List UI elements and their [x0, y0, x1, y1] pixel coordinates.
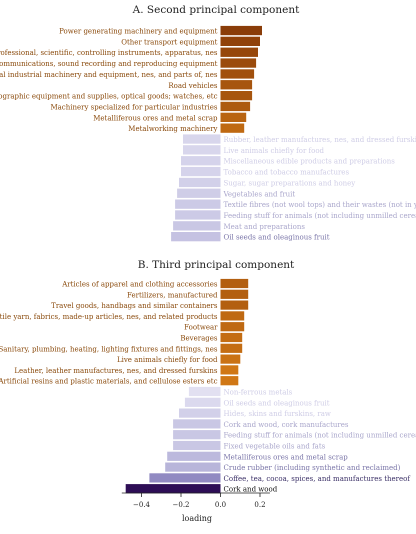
bar [165, 463, 220, 472]
bar [221, 376, 239, 385]
bar-label: Oil seeds and oleaginous fruit [224, 399, 330, 407]
bar [221, 333, 243, 342]
x-axis: −0.4 −0.2 0.0 0.2 [122, 493, 270, 509]
bar [221, 279, 249, 288]
bar [221, 69, 255, 78]
bar [183, 134, 221, 143]
bar-label: Sanitary, plumbing, heating, lighting fi… [0, 345, 218, 353]
bar [221, 113, 247, 122]
bar-label: Feeding stuff for animals (not including… [224, 212, 416, 220]
bar-label: Metalworking machinery [128, 125, 217, 133]
bar-label: General industrial machinery and equipme… [0, 71, 218, 79]
bar [221, 311, 245, 320]
bar-label: Fixed vegetable oils and fats [224, 443, 326, 451]
bar [221, 322, 245, 331]
bar-label: Vegetables and fruit [223, 190, 296, 198]
bar [171, 232, 220, 241]
bar [221, 26, 263, 35]
bar-label: Metalliferous ores and metal scrap [93, 114, 218, 122]
bar [167, 452, 220, 461]
bar-label: Footwear [184, 324, 218, 332]
bar [185, 398, 221, 407]
bar [181, 167, 221, 176]
bar [173, 441, 220, 450]
bar-label: Non-ferrous metals [224, 389, 293, 397]
bar-label: Photographic equipment and supplies, opt… [0, 93, 218, 101]
bar-label: Metalliferous ores and metal scrap [224, 453, 349, 461]
bar-label: Machinery specialized for particular ind… [50, 104, 217, 112]
bar-label: Artificial resins and plastic materials,… [0, 378, 218, 386]
bar-label: Oil seeds and oleaginous fruit [224, 234, 330, 242]
bar [175, 200, 220, 209]
bar-label: Live animals chiefly for food [117, 356, 218, 364]
panel-b-bars: Articles of apparel and clothing accesso… [0, 279, 416, 494]
bar-label: Coffee, tea, cocoa, spices, and manufact… [224, 475, 412, 483]
bar-label: Miscellaneous edible products and prepar… [224, 158, 396, 166]
bar [221, 344, 243, 353]
panel-a-bars: Power generating machinery and equipment… [0, 26, 416, 242]
bar [173, 430, 220, 439]
bar-label: Road vehicles [168, 82, 218, 90]
bar [221, 102, 251, 111]
bar-label: Travel goods, handbags and similar conta… [51, 302, 218, 310]
bar-label: Beverages [180, 335, 218, 343]
panel-b-title: B. Third principal component [138, 259, 295, 271]
bar [175, 210, 220, 219]
bar [221, 365, 239, 374]
bar [221, 355, 241, 364]
bar [179, 409, 221, 418]
bar-label: Rubber, leather manufactures, nes, and d… [224, 136, 416, 144]
bar-label: Crude rubber (including synthetic and re… [224, 464, 401, 472]
bar-label: Feeding stuff for animals (not including… [224, 432, 416, 440]
bar-label: Textile fibres (not wool tops) and their… [224, 201, 416, 209]
panel-a-title: A. Second principal component [132, 4, 300, 16]
bar [221, 58, 257, 67]
x-axis-label: loading [182, 514, 212, 523]
bar [181, 156, 221, 165]
bar-label: Power generating machinery and equipment [59, 28, 218, 36]
bar [183, 145, 221, 154]
bar-label: Tobacco and tobacco manufactures [224, 169, 350, 177]
bar-label: Other transport equipment [121, 38, 217, 46]
bar [173, 419, 220, 428]
bar-label: Cork and wood, cork manufactures [224, 421, 349, 429]
bar-label: Live animals chiefly for food [224, 147, 325, 155]
bar [221, 48, 259, 57]
bar-label: Cork and wood [224, 486, 278, 494]
bar [173, 221, 220, 230]
bar [221, 290, 249, 299]
bar [149, 473, 220, 482]
bar-label: Meat and preparations [224, 223, 306, 231]
bar [177, 189, 220, 198]
bar-label: Sugar, sugar preparations and honey [224, 179, 356, 187]
x-tick-label: 0.2 [254, 501, 265, 509]
bar [189, 387, 221, 396]
bar [221, 80, 253, 89]
bar-label: Hides, skins and furskins, raw [224, 410, 331, 418]
bar [221, 91, 253, 100]
x-tick-label: −0.2 [173, 501, 190, 509]
bar-label: Fertilizers, manufactured [127, 291, 218, 299]
bar-label: Textile yarn, fabrics, made-up articles,… [0, 313, 218, 321]
bar [221, 37, 261, 46]
bar [126, 484, 221, 493]
bar [179, 178, 221, 187]
bar [221, 124, 245, 133]
x-tick-label: 0.0 [215, 501, 226, 509]
bar-label: Professional, scientific, controlling in… [0, 49, 218, 57]
bar [221, 301, 249, 310]
bar-label: Articles of apparel and clothing accesso… [61, 281, 218, 289]
bar-label: Leather, leather manufactures, nes, and … [14, 367, 218, 375]
bar-label: Telecommunications, sound recording and … [0, 60, 218, 68]
x-tick-label: −0.4 [133, 501, 151, 509]
